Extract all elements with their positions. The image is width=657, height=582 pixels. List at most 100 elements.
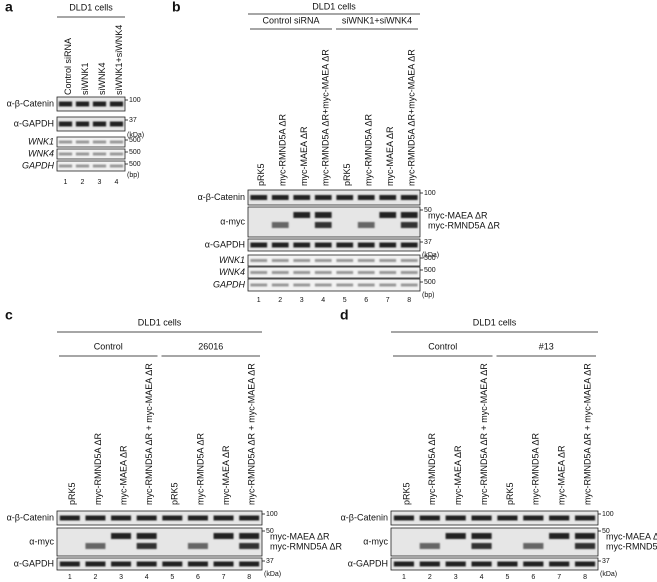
band (471, 561, 492, 567)
blot (56, 96, 126, 112)
band (162, 561, 183, 567)
band (471, 515, 492, 521)
band (239, 515, 260, 521)
band (400, 195, 418, 200)
lane-label: myc-MAEA ΔR (118, 445, 128, 505)
band-label: myc-MAEA ΔR (270, 531, 330, 541)
lane-number: 1 (402, 574, 406, 581)
lane-number: 6 (531, 574, 535, 581)
panel-label: d (340, 307, 349, 323)
band (314, 259, 332, 262)
band (136, 533, 157, 539)
band (445, 515, 466, 521)
lane-label: myc-RMND5A ΔR+myc-MAEA ΔR (407, 49, 417, 186)
band (314, 222, 332, 228)
band (111, 533, 132, 539)
lane-label: myc-RMND5A ΔR (195, 432, 205, 505)
unit: (bp) (127, 172, 139, 179)
unit: (kDa) (264, 571, 281, 578)
band (92, 140, 107, 144)
band (336, 242, 354, 248)
lane-number: 2 (81, 179, 85, 186)
band (314, 195, 332, 200)
band (497, 515, 518, 521)
blot (390, 527, 599, 557)
blot (247, 238, 421, 252)
lane-number: 4 (115, 179, 119, 186)
blot-label: WNK1 (28, 136, 54, 146)
blot-label: α-GAPDH (205, 239, 245, 249)
blot-label: α-myc (29, 536, 54, 546)
band (92, 101, 107, 107)
blot (56, 160, 126, 172)
unit: (kDa) (422, 252, 439, 259)
blot (247, 266, 421, 279)
cell-line: DLD1 cells (312, 1, 356, 11)
band (419, 561, 440, 567)
band (59, 561, 80, 567)
band-label: myc-MAEA ΔR (428, 210, 488, 220)
lane-number: 8 (247, 574, 251, 581)
band (162, 515, 183, 521)
panel-label: c (5, 307, 13, 323)
lane-number: 6 (364, 297, 368, 304)
band (379, 283, 397, 287)
band (75, 121, 90, 127)
band (136, 515, 157, 521)
lane-label: pRK5 (67, 482, 77, 505)
band (58, 152, 73, 156)
marker: 500 (424, 255, 436, 262)
band (293, 259, 311, 262)
blot-label: α-β-Catenin (7, 512, 54, 522)
lane-number: 8 (583, 574, 587, 581)
blot (56, 148, 126, 160)
band (85, 543, 106, 549)
band (187, 561, 208, 567)
band (314, 271, 332, 274)
band (400, 283, 418, 287)
band (314, 283, 332, 287)
band (75, 101, 90, 107)
band (109, 152, 124, 156)
blot (390, 557, 599, 571)
lane-number: 1 (64, 179, 68, 186)
lane-number: 3 (454, 574, 458, 581)
lane-label: siWNK1+siWNK4 (114, 25, 124, 95)
marker: 100 (602, 511, 614, 518)
band-label: myc-RMND5A ΔR (606, 541, 657, 551)
blot-label: GAPDH (213, 279, 246, 289)
panel-label: b (172, 0, 181, 15)
band (336, 283, 354, 287)
blot (56, 510, 263, 526)
group-label: Control (94, 341, 123, 351)
lane-label: siWNK1 (80, 62, 90, 95)
blot (247, 254, 421, 267)
band (523, 561, 544, 567)
band (419, 543, 440, 549)
lane-label: myc-RMND5A ΔR + myc-MAEA ΔR (582, 363, 592, 505)
group-label: 26016 (198, 341, 223, 351)
lane-label: myc-RMND5A ΔR + myc-MAEA ΔR (144, 363, 154, 505)
lane-number: 4 (145, 574, 149, 581)
band (293, 271, 311, 274)
blot-label: α-GAPDH (348, 558, 388, 568)
lane-label: myc-MAEA ΔR (557, 445, 567, 505)
band (314, 212, 332, 218)
band (549, 515, 570, 521)
blot-label: α-GAPDH (14, 118, 54, 128)
band (357, 242, 375, 248)
marker: 37 (129, 117, 137, 124)
band (58, 140, 73, 144)
band (85, 561, 106, 567)
band (379, 212, 397, 218)
lane-label: myc-RMND5A ΔR + myc-MAEA ΔR (479, 363, 489, 505)
band (357, 283, 375, 287)
cell-line: DLD1 cells (138, 317, 182, 327)
band (213, 515, 234, 521)
marker: 37 (602, 558, 610, 565)
marker: 500 (424, 279, 436, 286)
band (271, 283, 289, 287)
band (549, 561, 570, 567)
lane-number: 4 (321, 297, 325, 304)
